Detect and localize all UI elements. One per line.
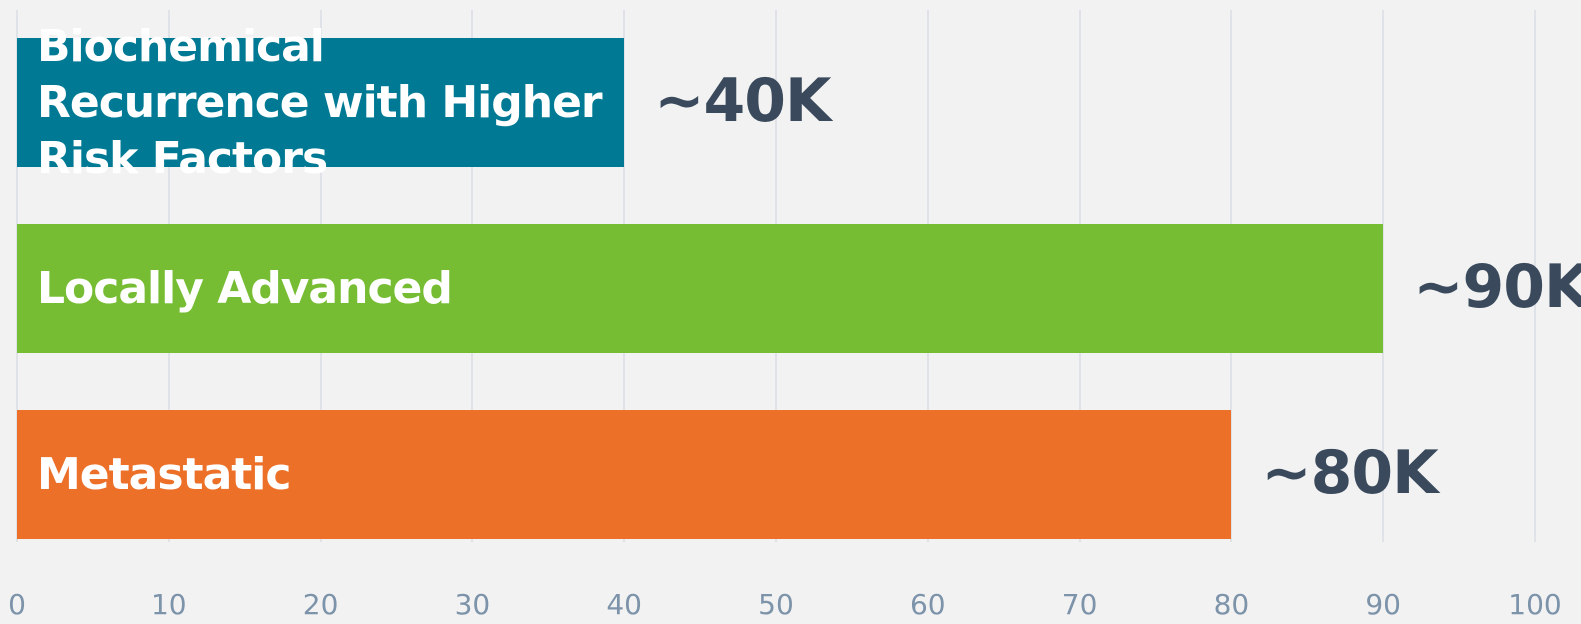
x-tick-label: 80 bbox=[1213, 588, 1250, 621]
bar-label: Metastatic bbox=[37, 448, 291, 500]
bar-label: Locally Advanced bbox=[37, 262, 453, 314]
bar bbox=[17, 38, 625, 167]
x-tick-label: 40 bbox=[606, 588, 643, 621]
bar-label: Biochemical Recurrence with Higher Risk … bbox=[37, 20, 603, 184]
x-tick-label: 70 bbox=[1061, 588, 1098, 621]
x-tick-label: 10 bbox=[150, 588, 187, 621]
x-tick-label: 50 bbox=[758, 588, 794, 621]
x-tick-label: 20 bbox=[302, 588, 339, 621]
bar bbox=[17, 224, 1384, 353]
x-tick-label: 90 bbox=[1365, 588, 1402, 621]
grid-line bbox=[1534, 10, 1536, 542]
x-tick-label: 30 bbox=[454, 588, 491, 621]
value-label: ~40K bbox=[654, 65, 831, 136]
grid-line bbox=[1382, 10, 1385, 542]
x-tick-label: 0 bbox=[8, 588, 26, 621]
value-label: ~80K bbox=[1261, 437, 1438, 508]
x-tick-label: 60 bbox=[909, 588, 946, 621]
value-label: ~90K bbox=[1413, 251, 1581, 322]
x-tick-label: 100 bbox=[1508, 588, 1562, 621]
bar bbox=[17, 410, 1232, 539]
